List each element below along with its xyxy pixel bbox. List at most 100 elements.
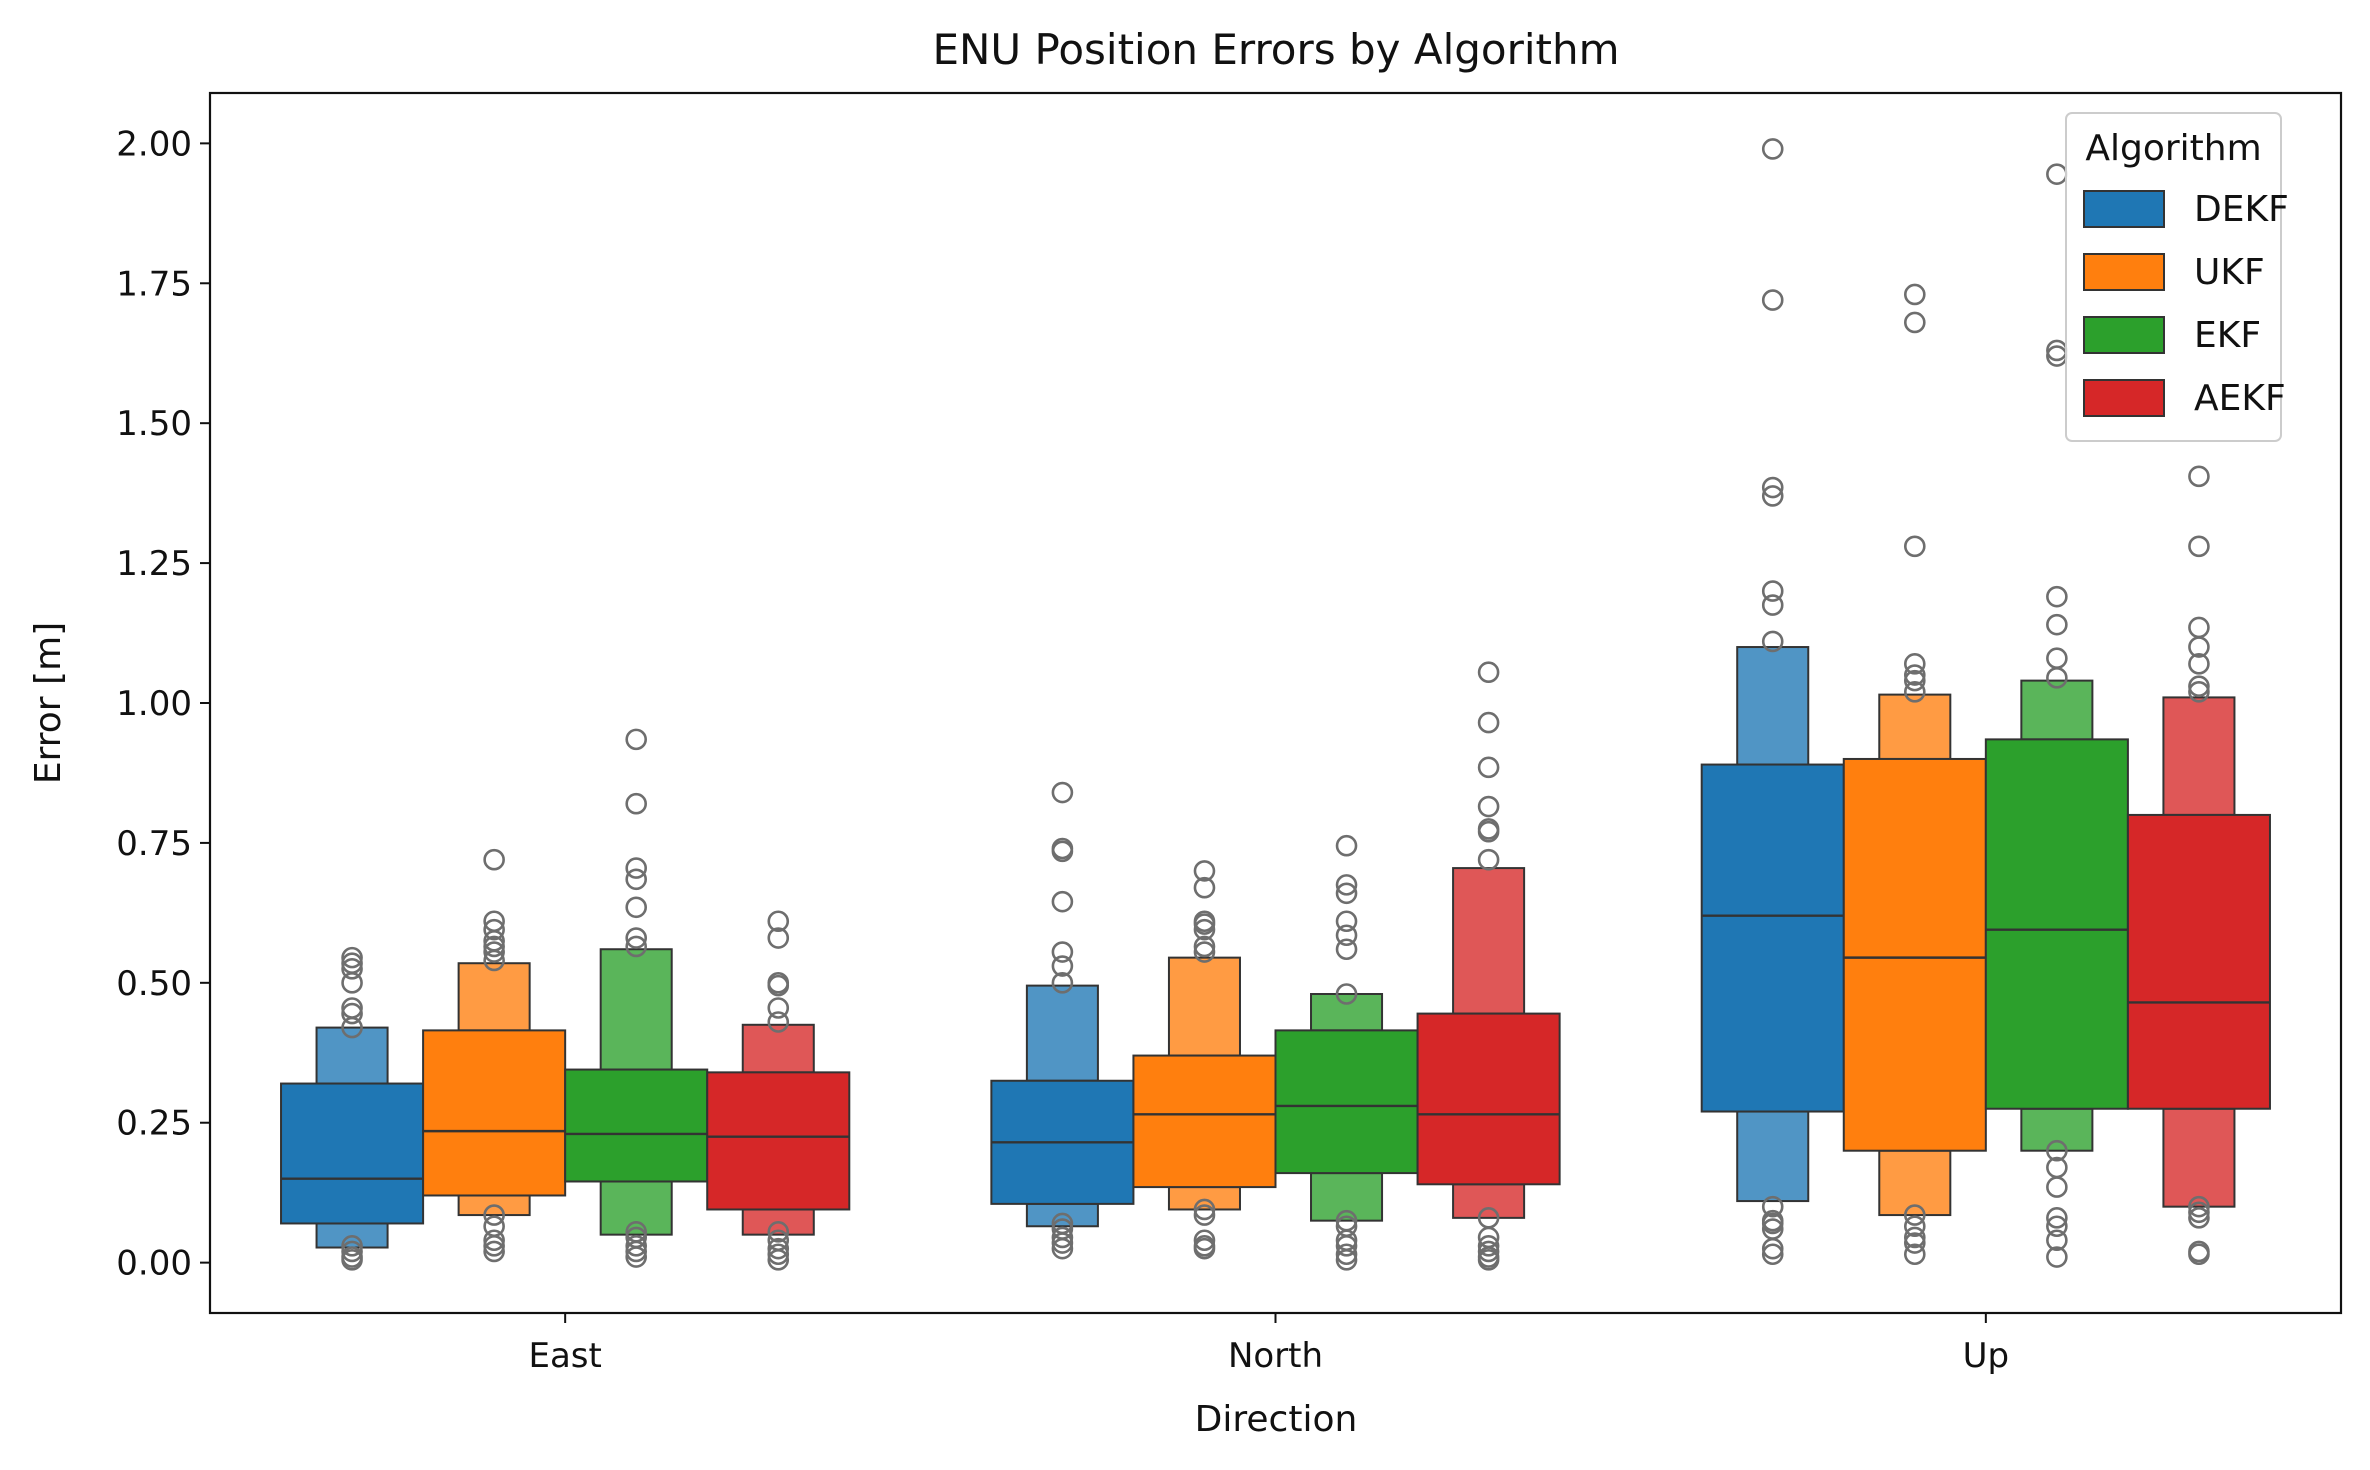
outlier-point <box>483 848 505 871</box>
outlier-point <box>1477 795 1500 818</box>
outlier-point <box>625 792 648 815</box>
boxen-main-box <box>1700 763 1845 1113</box>
y-tick-label: 0.25 <box>116 1104 192 1144</box>
outlier-point <box>1904 1215 1926 1238</box>
outlier-point <box>2046 647 2068 670</box>
boxen-main-box <box>2126 813 2271 1110</box>
outlier-point <box>1051 890 1074 913</box>
outlier-point <box>1477 661 1500 684</box>
outlier-point <box>341 972 363 994</box>
outlier-point <box>2046 163 2068 185</box>
y-tick-label: 0.00 <box>116 1244 192 1284</box>
outlier-point <box>625 857 648 879</box>
outlier-point <box>2046 613 2068 636</box>
boxen-main-box <box>1132 1054 1277 1189</box>
boxen-upper-tail <box>1167 956 1241 1057</box>
outlier-point <box>483 1229 505 1252</box>
outlier-point <box>1761 594 1784 616</box>
y-tick-label: 1.25 <box>116 544 192 584</box>
outlier-point <box>1761 485 1784 507</box>
outlier-point <box>1477 756 1500 779</box>
outlier-point <box>1761 1212 1784 1235</box>
outlier-point <box>2188 1195 2210 1218</box>
y-tick-label: 2.00 <box>116 124 192 164</box>
outlier-point <box>1477 820 1500 843</box>
boxen-main-box <box>422 1029 567 1197</box>
boxen-upper-tail <box>2162 696 2236 816</box>
outlier-point <box>1904 1232 1926 1254</box>
x-tick-label: Up <box>1963 1336 2009 1376</box>
boxen-aekf-east <box>706 910 851 1271</box>
outlier-point <box>1193 1204 1216 1226</box>
boxen-main-box <box>706 1071 851 1211</box>
outlier-point <box>483 941 505 963</box>
outlier-point <box>1904 669 1926 692</box>
legend-title: Algorithm <box>2085 128 2261 169</box>
outlier-point <box>1335 924 1358 947</box>
outlier-point <box>2188 465 2210 488</box>
boxen-upper-tail <box>2020 679 2094 741</box>
outlier-point <box>767 927 790 949</box>
outlier-point <box>1051 972 1074 994</box>
outlier-point <box>1761 1237 1784 1260</box>
outlier-point <box>1193 1237 1216 1260</box>
outlier-point <box>1193 913 1216 935</box>
outlier-point <box>625 1240 648 1263</box>
outlier-point <box>1904 664 1926 686</box>
legend-label-ukf: UKF <box>2194 252 2265 293</box>
outlier-point <box>2046 1246 2068 1268</box>
outlier-point <box>2188 616 2210 639</box>
boxen-lower-tail <box>1736 1110 1810 1203</box>
outlier-point <box>767 910 790 933</box>
boxen-ukf-up <box>1842 283 1987 1266</box>
outlier-point <box>483 1240 505 1263</box>
outlier-point <box>1335 834 1358 857</box>
legend-label-dekf: DEKF <box>2194 189 2289 230</box>
outlier-point <box>483 935 505 958</box>
outlier-point <box>1335 938 1358 961</box>
boxen-main-box <box>280 1082 425 1225</box>
legend-label-aekf: AEKF <box>2194 378 2286 419</box>
outlier-point <box>341 1240 363 1263</box>
outlier-point <box>341 946 363 969</box>
outlier-point <box>2046 1215 2068 1238</box>
boxen-main-box <box>564 1068 709 1183</box>
boxen-lower-tail <box>1310 1172 1384 1222</box>
outlier-point <box>625 896 648 919</box>
outlier-point <box>1761 1195 1784 1218</box>
outlier-point <box>2188 653 2210 675</box>
boxen-main-box <box>1842 757 1987 1152</box>
outlier-point <box>767 974 790 997</box>
outlier-point <box>1761 476 1784 499</box>
outlier-point <box>2188 675 2210 698</box>
legend-swatch-dekf <box>2083 190 2165 228</box>
outlier-point <box>1193 876 1216 899</box>
outlier-point <box>2188 1201 2210 1224</box>
axes: 0.00 0.25 0.50 0.75 1.00 1.25 1.50 1.75 2.00 East… <box>116 124 2009 1376</box>
y-tick-label: 1.50 <box>116 404 192 444</box>
outlier-point <box>1904 1226 1926 1249</box>
boxen-ekf-east <box>564 728 709 1268</box>
outlier-point <box>1477 1249 1500 1271</box>
outlier-point <box>1193 935 1216 958</box>
outlier-point <box>625 1235 648 1257</box>
x-axis-label: Direction <box>1195 1399 1358 1440</box>
outlier-point <box>483 1204 505 1226</box>
outlier-point <box>2188 1207 2210 1229</box>
outlier-point <box>1904 1243 1926 1266</box>
legend-swatch-aekf <box>2083 379 2165 417</box>
outlier-point <box>1335 1249 1358 1271</box>
outlier-point <box>767 1221 790 1243</box>
outlier-point <box>2046 667 2068 689</box>
outlier-point <box>2188 535 2210 558</box>
boxen-upper-tail <box>599 948 673 1071</box>
outlier-point <box>2188 1243 2210 1266</box>
outlier-point <box>1761 138 1784 160</box>
outlier-point <box>2046 1139 2068 1162</box>
outlier-point <box>1761 1243 1784 1266</box>
chart-title: ENU Position Errors by Algorithm <box>932 25 1619 74</box>
y-tick-label: 1.75 <box>116 264 192 304</box>
legend: Algorithm DEKF UKF EKF AEKF <box>2065 112 2289 442</box>
y-tick-label: 0.50 <box>116 964 192 1004</box>
